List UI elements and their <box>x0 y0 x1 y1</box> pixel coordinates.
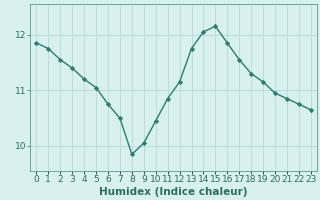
X-axis label: Humidex (Indice chaleur): Humidex (Indice chaleur) <box>99 187 248 197</box>
